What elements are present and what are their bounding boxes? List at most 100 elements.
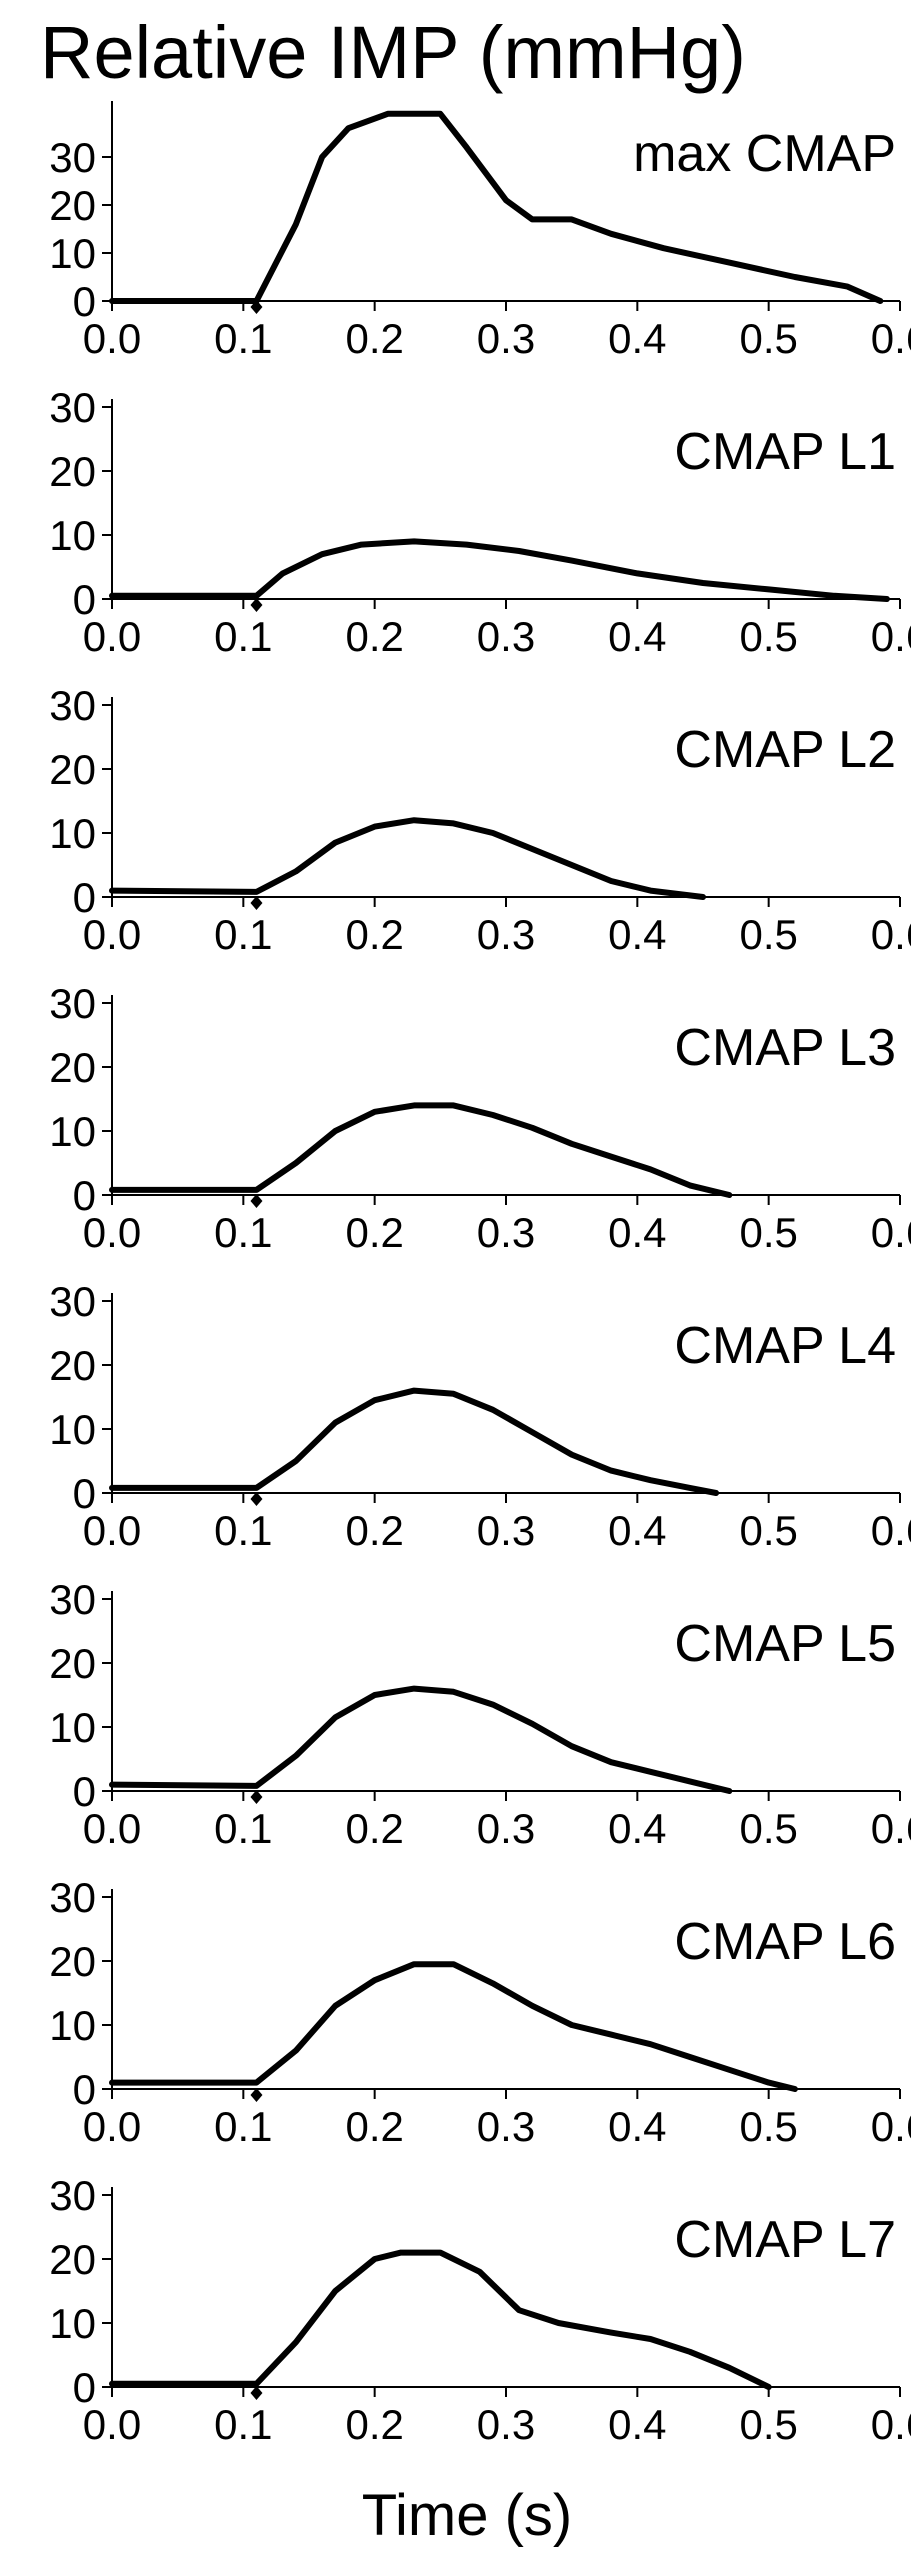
panel-label: CMAP L1 [674,423,896,481]
x-tick-label: 0.0 [83,613,141,660]
x-tick-label: 0.4 [608,911,666,958]
y-tick-label: 20 [49,746,96,793]
panel-8: 0 10 20 30 0.0 0.1 0.2 0.3 0.4 0.5 0.6 CMAP L7 [49,2172,911,2448]
x-tick-label: 0.6 [871,2401,911,2448]
y-tick-label: 30 [49,134,96,181]
panel-4: 0 10 20 30 0.0 0.1 0.2 0.3 0.4 0.5 0.6 CMAP L3 [49,980,911,1256]
x-tick-label: 0.2 [345,1805,403,1852]
x-tick-label: 0.1 [214,1209,272,1256]
panel-label: CMAP L2 [674,721,896,779]
x-tick-label: 0.0 [83,2103,141,2150]
y-tick-label: 10 [49,1406,96,1453]
panel-label: CMAP L5 [674,1615,896,1673]
x-tick-label: 0.5 [739,2401,797,2448]
x-tick-label: 0.5 [739,1209,797,1256]
x-tick-label: 0.5 [739,2103,797,2150]
y-tick-label: 0 [73,1172,96,1219]
stimulus-marker [250,2088,263,2102]
x-tick-label: 0.5 [739,1507,797,1554]
panel-label: CMAP L6 [674,1913,896,1971]
x-tick-label: 0.4 [608,1507,666,1554]
y-tick-label: 30 [49,682,96,729]
x-tick-label: 0.5 [739,613,797,660]
y-tick-label: 30 [49,1874,96,1921]
series-line [109,1102,733,1198]
x-tick-label: 0.3 [477,613,535,660]
x-tick-label: 0.1 [214,315,272,362]
x-tick-label: 0.5 [739,1805,797,1852]
panel-label: CMAP L3 [674,1019,896,1077]
x-tick-label: 0.0 [83,1507,141,1554]
x-tick-label: 0.1 [214,613,272,660]
x-tick-label: 0.6 [871,1507,911,1554]
panel-2: 0 10 20 30 0.0 0.1 0.2 0.3 0.4 0.5 0.6 CMAP L1 [49,384,911,660]
x-tick-label: 0.2 [345,2103,403,2150]
x-tick-label: 0.2 [345,1209,403,1256]
y-tick-label: 10 [49,1108,96,1155]
x-tick-label: 0.6 [871,1209,911,1256]
x-tick-label: 0.3 [477,1209,535,1256]
y-tick-label: 10 [49,810,96,857]
y-tick-label: 20 [49,448,96,495]
x-tick-label: 0.6 [871,613,911,660]
x-tick-label: 0.4 [608,2103,666,2150]
x-tick-label: 0.2 [345,315,403,362]
x-tick-label: 0.2 [345,1507,403,1554]
x-tick-label: 0.1 [214,2401,272,2448]
stimulus-marker [250,1492,263,1506]
y-tick-label: 20 [49,2236,96,2283]
series-line [109,1685,733,1794]
x-tick-label: 0.2 [345,613,403,660]
y-tick-label: 30 [49,1278,96,1325]
series-line [109,1961,798,2092]
x-tick-label: 0.4 [608,613,666,660]
stimulus-marker [250,1194,263,1208]
series-line [109,110,884,304]
x-tick-label: 0.2 [345,911,403,958]
x-tick-label: 0.5 [739,911,797,958]
y-tick-label: 30 [49,384,96,431]
x-tick-label: 0.0 [83,315,141,362]
y-tick-label: 0 [73,874,96,921]
series-line [109,1387,720,1496]
series-line [109,817,706,900]
figure-title: Relative IMP (mmHg) [40,11,746,94]
y-tick-label: 20 [49,1640,96,1687]
y-tick-label: 0 [73,1470,96,1517]
panel-5: 0 10 20 30 0.0 0.1 0.2 0.3 0.4 0.5 0.6 CMAP L4 [49,1278,911,1554]
stimulus-marker [250,2386,263,2400]
x-tick-label: 0.3 [477,1805,535,1852]
y-tick-label: 20 [49,1342,96,1389]
x-tick-label: 0.1 [214,1507,272,1554]
y-tick-label: 20 [49,182,96,229]
x-tick-label: 0.0 [83,2401,141,2448]
x-tick-label: 0.4 [608,1209,666,1256]
stimulus-marker [250,1790,263,1804]
y-tick-label: 10 [49,2002,96,2049]
panel-label: CMAP L4 [674,1317,896,1375]
x-tick-label: 0.5 [739,315,797,362]
y-tick-label: 10 [49,1704,96,1751]
x-tick-label: 0.4 [608,1805,666,1852]
x-tick-label: 0.2 [345,2401,403,2448]
y-tick-label: 20 [49,1044,96,1091]
x-tick-label: 0.6 [871,911,911,958]
x-tick-label: 0.0 [83,1805,141,1852]
y-tick-label: 10 [49,512,96,559]
x-tick-label: 0.6 [871,315,911,362]
panel-label: CMAP L7 [674,2211,896,2269]
y-tick-label: 10 [49,2300,96,2347]
x-tick-label: 0.6 [871,1805,911,1852]
y-tick-label: 0 [73,1768,96,1815]
y-tick-label: 0 [73,2364,96,2411]
stimulus-marker [250,896,263,910]
x-tick-label: 0.1 [214,2103,272,2150]
y-tick-label: 30 [49,1576,96,1623]
series-line [109,2249,772,2390]
x-tick-label: 0.3 [477,911,535,958]
x-tick-label: 0.4 [608,315,666,362]
series-line [109,538,890,602]
